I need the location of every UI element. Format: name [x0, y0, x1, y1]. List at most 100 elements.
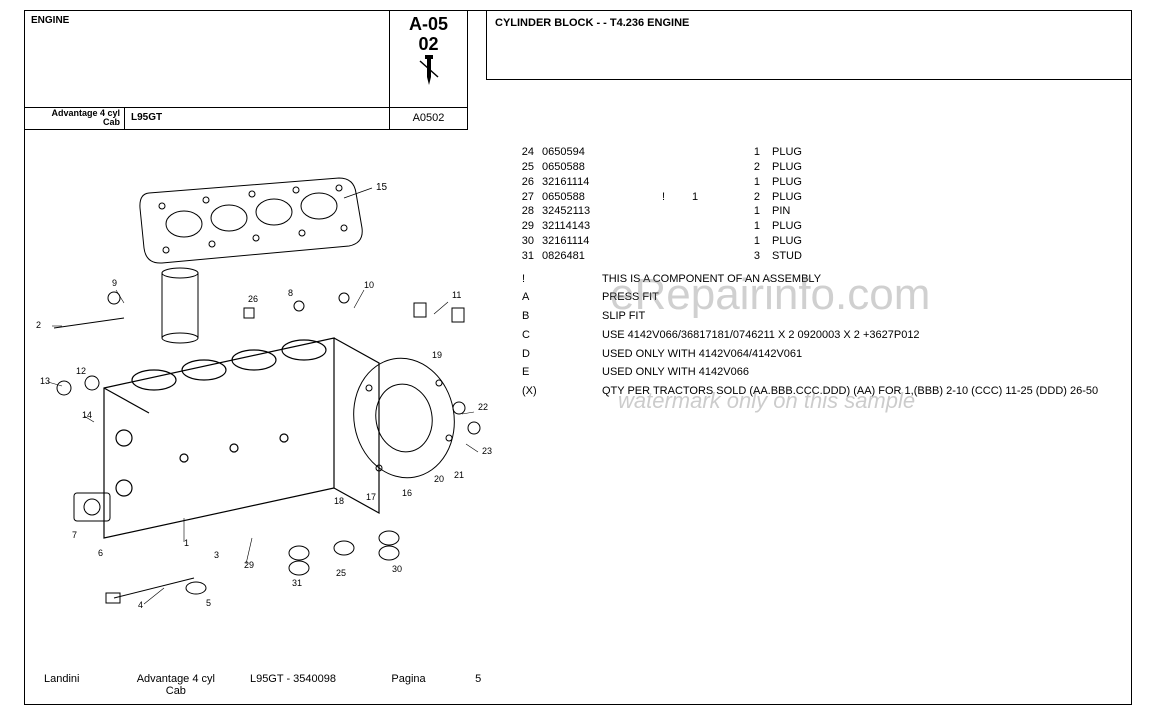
note-key: E — [512, 363, 602, 382]
part-flag — [662, 204, 692, 219]
section-ref: A0502 — [390, 107, 467, 129]
svg-text:2: 2 — [36, 320, 41, 330]
part-flag — [662, 145, 692, 160]
part-qty: 2 — [722, 160, 772, 175]
footer-model-l2: Cab — [166, 685, 186, 697]
part-desc: PLUG — [772, 219, 1132, 234]
note-val: PRESS FIT — [602, 288, 1132, 307]
svg-text:12: 12 — [76, 366, 86, 376]
part-note — [692, 219, 722, 234]
part-qty: 1 — [722, 204, 772, 219]
note-row: CUSE 4142V066/36817181/0746211 X 2 09200… — [512, 326, 1132, 345]
page-title: CYLINDER BLOCK - - T4.236 ENGINE — [486, 10, 1132, 80]
part-number: 0650588 — [542, 160, 662, 175]
part-number: 0650594 — [542, 145, 662, 160]
svg-text:17: 17 — [366, 492, 376, 502]
note-key: ! — [512, 270, 602, 289]
parts-list: 2406505941PLUG2506505882PLUG26321611141P… — [512, 145, 1132, 401]
part-flag — [662, 175, 692, 190]
part-desc: PLUG — [772, 190, 1132, 205]
svg-text:29: 29 — [244, 560, 254, 570]
header-engine-box: ENGINE Advantage 4 cyl Cab L95GT — [24, 10, 390, 130]
note-key: D — [512, 345, 602, 364]
part-number: 32161114 — [542, 175, 662, 190]
svg-text:21: 21 — [454, 470, 464, 480]
screw-icon — [390, 55, 467, 87]
part-number: 32161114 — [542, 234, 662, 249]
part-qty: 1 — [722, 145, 772, 160]
note-key: C — [512, 326, 602, 345]
model-bar: Advantage 4 cyl Cab L95GT — [25, 107, 389, 129]
note-val: QTY PER TRACTORS SOLD (AA.BBB.CCC.DDD) (… — [602, 382, 1132, 401]
parts-table: 2406505941PLUG2506505882PLUG26321611141P… — [512, 145, 1132, 264]
part-desc: PLUG — [772, 175, 1132, 190]
footer-brand: Landini — [44, 673, 102, 697]
model-type: Advantage 4 cyl Cab — [25, 108, 125, 129]
part-ref: 27 — [512, 190, 542, 205]
note-row: APRESS FIT — [512, 288, 1132, 307]
part-desc: PIN — [772, 204, 1132, 219]
part-note: 1 — [692, 190, 722, 205]
note-key: B — [512, 307, 602, 326]
footer-code: L95GT - 3540098 — [250, 673, 365, 697]
svg-text:15: 15 — [376, 182, 388, 193]
svg-text:19: 19 — [432, 350, 442, 360]
svg-text:22: 22 — [478, 402, 488, 412]
svg-text:30: 30 — [392, 564, 402, 574]
part-desc: STUD — [772, 249, 1132, 264]
svg-text:8: 8 — [288, 288, 293, 298]
svg-text:9: 9 — [112, 278, 117, 288]
note-key: (X) — [512, 382, 602, 401]
part-ref: 30 — [512, 234, 542, 249]
parts-row: 3108264813STUD — [512, 249, 1132, 264]
note-key: A — [512, 288, 602, 307]
svg-text:31: 31 — [292, 578, 302, 588]
note-val: SLIP FIT — [602, 307, 1132, 326]
header: ENGINE Advantage 4 cyl Cab L95GT A-05 02… — [24, 10, 1132, 130]
svg-text:20: 20 — [434, 474, 444, 484]
note-row: EUSED ONLY WITH 4142V066 — [512, 363, 1132, 382]
note-row: (X)QTY PER TRACTORS SOLD (AA.BBB.CCC.DDD… — [512, 382, 1132, 401]
parts-row: 2632161114 1PLUG — [512, 175, 1132, 190]
part-note — [692, 145, 722, 160]
part-number: 32452113 — [542, 204, 662, 219]
svg-text:25: 25 — [336, 568, 346, 578]
part-qty: 1 — [722, 219, 772, 234]
part-flag — [662, 219, 692, 234]
parts-row: 28324521131PIN — [512, 204, 1132, 219]
svg-text:7: 7 — [72, 530, 77, 540]
notes-table: !THIS IS A COMPONENT OF AN ASSEMBLYAPRES… — [512, 270, 1132, 401]
svg-text:14: 14 — [82, 410, 92, 420]
header-code-box: A-05 02 A0502 — [390, 10, 468, 130]
part-desc: PLUG — [772, 160, 1132, 175]
svg-text:18: 18 — [334, 496, 344, 506]
note-row: BSLIP FIT — [512, 307, 1132, 326]
footer-page-label: Pagina — [391, 673, 449, 697]
note-row: !THIS IS A COMPONENT OF AN ASSEMBLY — [512, 270, 1132, 289]
header-gap — [468, 10, 486, 130]
parts-row: 270650588!12PLUG — [512, 190, 1132, 205]
parts-row: 30321611141PLUG — [512, 234, 1132, 249]
parts-row: 2406505941PLUG — [512, 145, 1132, 160]
parts-row: 2506505882PLUG — [512, 160, 1132, 175]
part-ref: 26 — [512, 175, 542, 190]
svg-text:3: 3 — [214, 550, 219, 560]
part-qty: 2 — [722, 190, 772, 205]
note-row: DUSED ONLY WITH 4142V064/4142V061 — [512, 345, 1132, 364]
part-number: 0826481 — [542, 249, 662, 264]
engine-label: ENGINE — [25, 11, 389, 30]
part-qty: 1 — [722, 175, 772, 190]
part-flag — [662, 234, 692, 249]
footer: Landini Advantage 4 cyl Cab L95GT - 3540… — [44, 673, 504, 697]
note-val: USE 4142V066/36817181/0746211 X 2 092000… — [602, 326, 1132, 345]
note-val: THIS IS A COMPONENT OF AN ASSEMBLY — [602, 270, 1132, 289]
exploded-diagram: 15 — [34, 140, 494, 650]
svg-text:4: 4 — [138, 600, 143, 610]
part-flag — [662, 160, 692, 175]
note-val: USED ONLY WITH 4142V066 — [602, 363, 1132, 382]
footer-page-num: 5 — [475, 673, 504, 697]
part-note — [692, 160, 722, 175]
section-code: A-05 02 — [390, 11, 467, 107]
part-ref: 29 — [512, 219, 542, 234]
svg-text:10: 10 — [364, 280, 374, 290]
